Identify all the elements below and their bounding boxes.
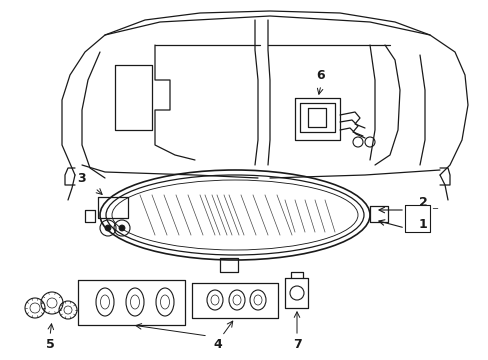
Text: 2: 2 [418,195,427,208]
Circle shape [105,225,111,231]
Text: 5: 5 [45,338,54,351]
Text: 4: 4 [213,338,222,351]
Text: 3: 3 [78,172,86,185]
Text: 7: 7 [292,338,301,351]
Circle shape [119,225,125,231]
Text: 1: 1 [418,219,427,231]
Text: 6: 6 [316,69,325,82]
Text: ─: ─ [431,203,436,212]
